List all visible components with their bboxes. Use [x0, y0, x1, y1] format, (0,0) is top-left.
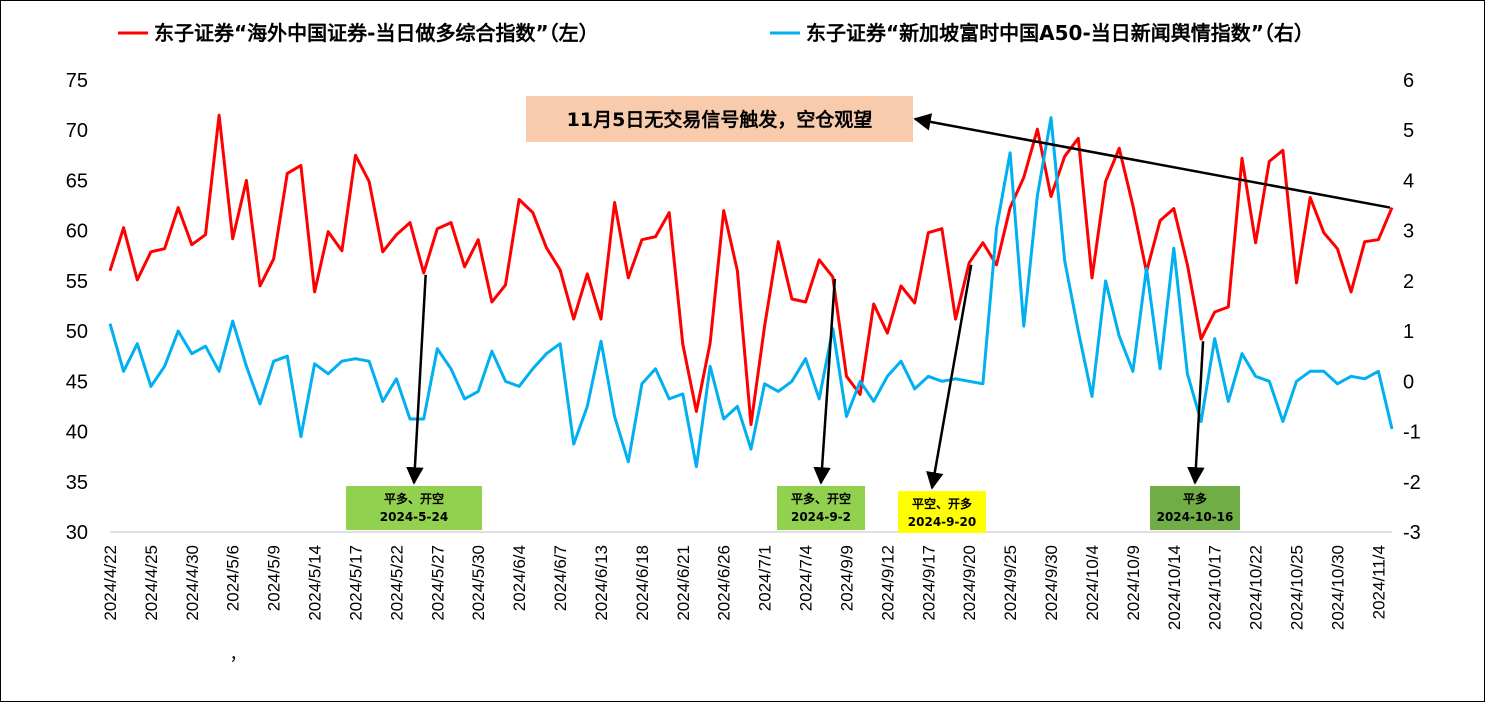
x-tick-label: 2024/5/27	[428, 545, 447, 621]
x-tick-label: 2024/10/4	[1083, 545, 1102, 621]
x-tick-label: 2024/9/30	[1042, 545, 1061, 621]
x-tick-label: 2024/10/30	[1328, 545, 1347, 630]
legend-label: 东子证券“新加坡富时中国A50-当日新闻舆情指数”（右）	[806, 21, 1314, 45]
x-tick-label: 2024/5/22	[387, 545, 406, 621]
signal-arrow	[813, 278, 837, 485]
x-tick-label: 2024/9/12	[878, 545, 897, 621]
signal-box-text: 2024-9-2	[791, 510, 851, 524]
signal-box-text: 2024-9-20	[908, 515, 976, 529]
x-tick-label: 2024/6/7	[551, 545, 570, 611]
legend-label: 东子证券“海外中国证券-当日做多综合指数”（左）	[154, 21, 599, 45]
x-tick-label: 2024/10/14	[1165, 545, 1184, 630]
y-right-tick-label: -2	[1403, 472, 1421, 494]
x-tick-label: 2024/5/14	[306, 545, 325, 621]
signal-box	[777, 486, 865, 530]
signal-arrow	[406, 274, 427, 485]
signal-box-text: 2024-10-16	[1157, 510, 1234, 524]
signal-box-text: 平多	[1183, 491, 1207, 506]
signal-box	[1150, 486, 1240, 530]
x-tick-label: 2024/10/9	[1124, 545, 1143, 621]
signal-arrow	[1187, 341, 1205, 485]
y-left-tick-label: 45	[66, 371, 88, 393]
x-tick-label: 2024/10/25	[1288, 545, 1307, 630]
y-left-tick-label: 55	[66, 271, 88, 293]
y-left-tick-label: 50	[66, 321, 88, 343]
note-arrow	[913, 113, 1391, 209]
y-left-tick-label: 70	[66, 120, 88, 142]
x-tick-label: 2024/6/18	[633, 545, 652, 621]
x-tick-label: 2024/6/4	[510, 545, 529, 611]
signal-box-text: 平多、开空	[791, 491, 851, 506]
x-tick-label: 2024/5/17	[346, 545, 365, 621]
x-tick-label: 2024/5/6	[224, 545, 243, 611]
y-right-tick-label: -1	[1403, 422, 1421, 444]
signal-arrow	[926, 264, 973, 490]
x-tick-label: 2024/9/17	[919, 545, 938, 621]
signal-box-text: 平多、开空	[384, 491, 444, 506]
y-left-tick-label: 35	[66, 472, 88, 494]
stray-mark: ，	[230, 645, 247, 664]
x-tick-label: 2024/9/25	[1001, 545, 1020, 621]
series-line-news-index	[108, 116, 1394, 469]
x-tick-label: 2024/4/30	[183, 545, 202, 621]
y-left-tick-label: 60	[66, 221, 88, 243]
x-tick-label: 2024/6/13	[592, 545, 611, 621]
y-left-tick-label: 40	[66, 422, 88, 444]
signal-box	[346, 486, 482, 530]
series-line-long-index	[108, 113, 1394, 426]
x-tick-label: 2024/5/30	[469, 545, 488, 621]
note-text: 11月5日无交易信号触发，空仓观望	[567, 108, 873, 131]
y-right-tick-label: 4	[1403, 170, 1414, 192]
y-right-tick-label: 3	[1403, 221, 1414, 243]
x-tick-label: 2024/4/25	[142, 545, 161, 621]
y-left-tick-label: 30	[66, 522, 88, 544]
x-tick-label: 2024/6/26	[715, 545, 734, 621]
signal-box-text: 2024-5-24	[380, 510, 448, 524]
signal-box	[898, 491, 986, 533]
x-tick-label: 2024/9/9	[837, 545, 856, 611]
signal-box-text: 平空、开多	[912, 496, 972, 511]
y-left-tick-label: 75	[66, 70, 88, 92]
y-right-tick-label: 2	[1403, 271, 1414, 293]
x-tick-label: 2024/11/4	[1369, 545, 1388, 619]
x-tick-label: 2024/6/21	[674, 545, 693, 621]
x-tick-label: 2024/7/4	[797, 545, 816, 611]
y-right-tick-label: -3	[1403, 522, 1421, 544]
y-right-tick-label: 1	[1403, 321, 1414, 343]
y-left-tick-label: 65	[66, 170, 88, 192]
note-box	[526, 96, 913, 142]
x-tick-label: 2024/4/22	[101, 545, 120, 621]
y-right-tick-label: 0	[1403, 371, 1414, 393]
y-right-tick-label: 6	[1403, 70, 1414, 92]
x-tick-label: 2024/7/1	[756, 545, 775, 611]
x-tick-label: 2024/9/20	[960, 545, 979, 621]
x-tick-label: 2024/10/22	[1247, 545, 1266, 630]
y-right-tick-label: 5	[1403, 120, 1414, 142]
x-tick-label: 2024/5/9	[265, 545, 284, 611]
x-tick-label: 2024/10/17	[1206, 545, 1225, 630]
